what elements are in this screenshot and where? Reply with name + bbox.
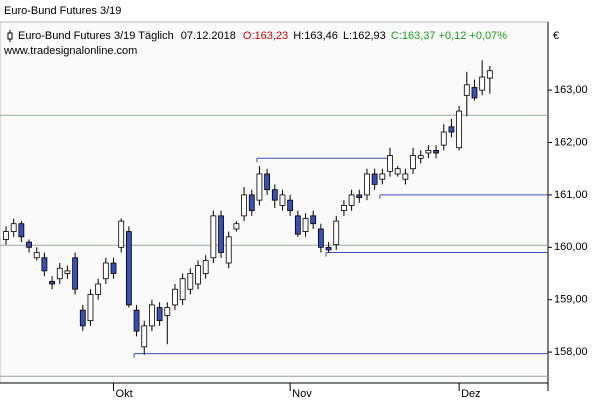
- candle-body: [18, 223, 25, 238]
- candle-body: [56, 267, 63, 280]
- candle-body: [218, 215, 224, 253]
- candle-body: [225, 236, 232, 264]
- y-tick-label: 158,00: [554, 346, 588, 358]
- candle-body: [41, 257, 48, 272]
- candle-body: [433, 149, 439, 154]
- legend-low: L:162,93: [343, 30, 386, 42]
- legend-open: O:163,23: [243, 30, 288, 42]
- candle-body: [364, 173, 370, 196]
- y-tick-label: 161,00: [554, 189, 588, 201]
- candle-body: [110, 262, 117, 274]
- legend-close: C:163,37 +0,12 +0,07%: [391, 30, 507, 42]
- legend-date: 07.12.2018: [181, 30, 236, 42]
- candle-body: [10, 223, 17, 232]
- candle-body: [179, 278, 186, 301]
- candle-body: [348, 194, 355, 206]
- candle-body: [233, 223, 240, 230]
- candle-body: [333, 220, 340, 246]
- candle-body: [425, 149, 432, 154]
- candle-body: [195, 265, 201, 285]
- candle-body: [310, 215, 317, 225]
- candle-body: [294, 215, 301, 235]
- candle-body: [325, 246, 332, 251]
- y-tick-label: 160,00: [554, 241, 588, 253]
- candle-body: [72, 257, 79, 290]
- source: www.tradesignalonline.com: [3, 45, 137, 57]
- candle-body: [241, 194, 247, 217]
- legend-icon: [7, 30, 13, 42]
- candle-body: [87, 294, 94, 322]
- candle-body: [448, 126, 455, 133]
- legend-high: H:163,46: [293, 30, 338, 42]
- candle-body: [210, 215, 217, 259]
- candle-body: [149, 304, 155, 327]
- candle-body: [379, 173, 386, 180]
- candle-body: [456, 110, 463, 149]
- candle-body: [387, 155, 393, 172]
- candle-body: [102, 262, 109, 280]
- candle-body: [49, 280, 55, 285]
- candle-body: [79, 309, 86, 327]
- candle-body: [187, 273, 194, 290]
- y-tick-label: 163,00: [554, 84, 588, 96]
- plot-area: [0, 21, 549, 384]
- candle-body: [394, 168, 401, 175]
- x-tick-label: Okt: [116, 388, 133, 400]
- candle-body: [356, 194, 363, 198]
- candle-body: [264, 173, 271, 191]
- candle-body: [202, 259, 209, 274]
- candle-body: [317, 228, 324, 248]
- candle-body: [64, 270, 71, 274]
- candle-body: [141, 325, 148, 348]
- candle-body: [471, 87, 478, 99]
- y-tick-label: 162,00: [554, 136, 588, 148]
- candle-body: [172, 288, 178, 306]
- candle-body: [287, 199, 294, 212]
- currency: €: [553, 30, 559, 42]
- candle-body: [3, 231, 9, 240]
- candle-body: [33, 252, 40, 259]
- candle-body: [410, 155, 416, 170]
- candle-body: [248, 194, 255, 212]
- candle-body: [256, 173, 263, 201]
- candle-body: [341, 204, 347, 212]
- candle-body: [402, 173, 409, 180]
- candle-body: [371, 173, 378, 185]
- candle-body: [156, 307, 163, 322]
- candle-body: [125, 231, 132, 306]
- candle-body: [417, 155, 424, 159]
- candle-body: [26, 241, 32, 248]
- candle-body: [440, 131, 447, 146]
- candle-body: [302, 218, 309, 232]
- x-tick-label: Nov: [292, 388, 312, 400]
- legend: Euro-Bund Futures 3/19 Täglich 07.12.201…: [18, 30, 507, 42]
- candle-body: [463, 84, 470, 96]
- candle-body: [279, 194, 286, 206]
- chart-title: Euro-Bund Futures 3/19: [4, 5, 121, 17]
- candle-body: [95, 283, 102, 295]
- x-tick-label: Dez: [461, 388, 481, 400]
- y-tick-label: 159,00: [554, 294, 588, 306]
- candle-body: [133, 309, 140, 332]
- candle-body: [486, 70, 493, 79]
- candle-body: [118, 220, 125, 248]
- candle-body: [271, 189, 278, 201]
- legend-name: Euro-Bund Futures 3/19 Täglich: [18, 30, 174, 42]
- candle-body: [164, 307, 171, 316]
- candle-body: [479, 76, 486, 91]
